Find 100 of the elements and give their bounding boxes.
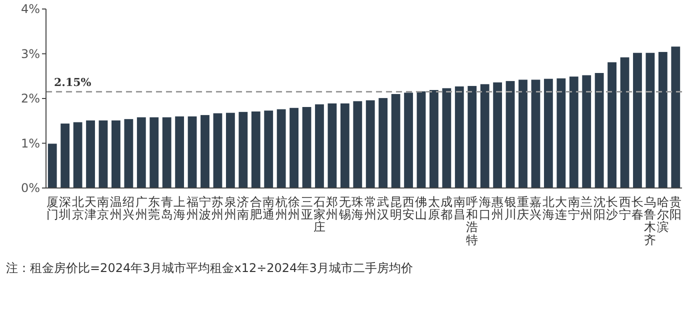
bar: [200, 115, 210, 188]
x-tick-label: 北海: [542, 195, 554, 222]
bar: [608, 62, 616, 188]
x-tick-label: 宁波: [199, 195, 211, 222]
x-tick-label: 海口: [478, 195, 491, 222]
bar: [226, 112, 235, 188]
bar: [391, 94, 400, 188]
bar: [328, 103, 337, 188]
bar: [518, 80, 528, 188]
x-tick-label: 常州: [364, 195, 376, 222]
bar: [175, 116, 184, 188]
x-tick-label: 佛山: [415, 195, 428, 222]
x-tick-label: 西宁: [618, 195, 631, 222]
bar: [124, 119, 134, 188]
bar: [506, 81, 515, 188]
x-tick-label: 郑州: [326, 195, 338, 222]
x-tick-label: 惠州: [490, 195, 504, 222]
x-tick-label: 厦门: [46, 195, 58, 222]
x-tick-label: 贵阳: [670, 195, 682, 222]
x-tick-label: 北京: [72, 195, 84, 222]
bar: [48, 144, 57, 188]
x-tick-label: 兰州: [580, 195, 593, 222]
x-tick-label: 太原: [428, 195, 440, 222]
y-tick-label: 0%: [20, 181, 40, 196]
bar: [569, 76, 578, 188]
bar: [454, 86, 464, 188]
bar: [366, 100, 375, 188]
x-tick-label: 昆明: [390, 195, 402, 222]
x-tick-label: 银川: [503, 195, 516, 222]
x-tick-label: 温州: [110, 195, 122, 222]
bar: [238, 112, 248, 188]
bar: [276, 109, 286, 188]
bar: [582, 75, 592, 188]
bar: [658, 52, 668, 188]
x-tick-label: 深圳: [58, 195, 72, 222]
x-tick-label: 天津: [84, 195, 97, 222]
bar: [620, 57, 630, 188]
x-tick-label: 东莞: [148, 195, 160, 222]
bar: [98, 120, 108, 188]
bar: [594, 72, 604, 188]
bar: [251, 111, 260, 188]
bar: [264, 110, 274, 188]
bar: [531, 80, 540, 188]
bar: [150, 117, 159, 188]
bar: [493, 82, 502, 188]
x-tick-label: 南昌: [453, 195, 466, 222]
x-tick-label: 西安: [402, 195, 415, 222]
bar: [136, 117, 146, 188]
x-tick-label: 青岛: [160, 195, 173, 222]
bar: [480, 84, 490, 188]
bar: [60, 124, 70, 188]
bar: [290, 108, 298, 188]
x-tick-label: 成都: [440, 195, 453, 222]
bar: [416, 91, 426, 188]
bar: [213, 113, 222, 188]
bar: [468, 86, 477, 188]
bar: [556, 78, 566, 188]
x-tick-label: 无锡: [338, 195, 351, 222]
x-tick-label: 呼和浩特: [466, 195, 478, 247]
x-tick-label: 三亚: [300, 195, 313, 222]
x-tick-label: 嘉兴: [530, 195, 542, 222]
bar: [442, 88, 452, 188]
x-tick-label: 杭州: [274, 195, 288, 222]
x-tick-label: 大连: [555, 195, 568, 222]
x-tick-label: 泉州: [224, 195, 236, 222]
x-tick-label: 上海: [174, 195, 186, 222]
bar: [188, 116, 197, 188]
x-tick-label: 南宁: [568, 195, 580, 222]
x-tick-label: 乌鲁木齐: [644, 195, 656, 247]
x-tick-label: 石家庄: [313, 195, 326, 234]
x-tick-label: 济南: [237, 195, 250, 222]
bar: [112, 120, 120, 188]
x-tick-label: 福州: [186, 195, 198, 222]
bar: [302, 107, 312, 188]
x-tick-label: 重庆: [517, 195, 529, 222]
x-tick-label: 长春: [631, 195, 644, 222]
y-tick-label: 2%: [20, 92, 40, 106]
bar: [404, 92, 413, 188]
x-tick-label: 南通: [262, 195, 275, 222]
text: 注：租金房价比=2024年3月城市平均租金x12÷2024年3月城市二手房均价: [6, 261, 413, 275]
bar: [378, 98, 388, 188]
bar: [162, 117, 172, 188]
y-tick-label: 1%: [20, 136, 40, 150]
x-tick-label: 绍兴: [122, 195, 135, 222]
x-tick-label: 广州: [135, 195, 148, 222]
ref-line-label: 2.15%: [54, 76, 92, 89]
x-tick-label: 苏州: [212, 195, 224, 222]
bar: [544, 78, 553, 188]
x-tick-label: 长沙: [606, 195, 618, 222]
bar: [73, 122, 82, 188]
bar: [671, 46, 680, 188]
bar: [633, 52, 642, 188]
x-tick-label: 南京: [97, 195, 110, 222]
x-tick-label: 徐州: [288, 195, 300, 222]
bar: [340, 103, 350, 188]
bar: [353, 101, 362, 188]
x-tick-label: 合肥: [250, 195, 262, 222]
y-tick-label: 3%: [20, 46, 40, 61]
x-tick-label: 沈阳: [593, 195, 606, 222]
bar: [315, 104, 324, 188]
